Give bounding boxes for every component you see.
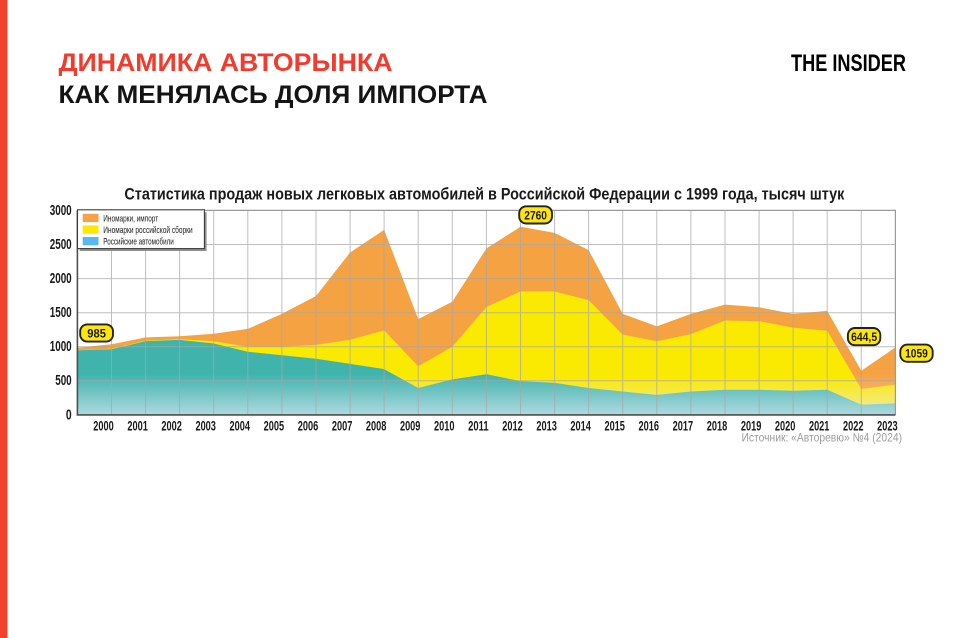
svg-text:Российские автомобили: Российские автомобили [103, 237, 174, 248]
svg-text:2001: 2001 [127, 419, 148, 434]
svg-text:2019: 2019 [741, 419, 762, 434]
svg-text:Статистика продаж новых легков: Статистика продаж новых легковых автомоб… [124, 185, 844, 204]
svg-text:2013: 2013 [536, 419, 557, 434]
svg-text:2017: 2017 [673, 419, 694, 434]
svg-text:2018: 2018 [707, 419, 728, 434]
svg-text:2004: 2004 [230, 419, 251, 434]
svg-text:2022: 2022 [843, 419, 864, 434]
svg-text:КАК МЕНЯЛАСЬ ДОЛЯ ИМПОРТА: КАК МЕНЯЛАСЬ ДОЛЯ ИМПОРТА [59, 81, 488, 109]
svg-text:2007: 2007 [332, 419, 353, 434]
svg-text:985: 985 [87, 326, 106, 340]
svg-text:500: 500 [55, 373, 72, 389]
svg-text:3000: 3000 [50, 203, 72, 219]
svg-text:Источник: «Авторевю» №4 (2024): Источник: «Авторевю» №4 (2024) [742, 431, 903, 445]
svg-text:2016: 2016 [639, 419, 660, 434]
svg-text:0: 0 [66, 407, 72, 423]
svg-text:2010: 2010 [434, 419, 455, 434]
svg-text:2006: 2006 [298, 419, 319, 434]
svg-text:2500: 2500 [50, 237, 72, 253]
svg-text:1000: 1000 [50, 339, 72, 355]
svg-text:2005: 2005 [264, 419, 285, 434]
svg-text:2000: 2000 [93, 419, 114, 434]
svg-text:1500: 1500 [50, 305, 72, 321]
svg-text:Иномарки, импорт: Иномарки, импорт [103, 214, 158, 225]
svg-text:THE INSIDER: THE INSIDER [791, 50, 906, 77]
svg-text:2020: 2020 [775, 419, 796, 434]
svg-text:1059: 1059 [905, 347, 928, 361]
svg-text:2760: 2760 [524, 208, 547, 222]
svg-text:2015: 2015 [604, 419, 625, 434]
svg-text:644,5: 644,5 [851, 330, 877, 344]
svg-text:2011: 2011 [468, 419, 489, 434]
svg-text:ДИНАМИКА АВТОРЫНКА: ДИНАМИКА АВТОРЫНКА [59, 49, 393, 77]
svg-text:Иномарки российской сборки: Иномарки российской сборки [103, 225, 192, 236]
svg-text:2002: 2002 [161, 419, 182, 434]
svg-text:2003: 2003 [195, 419, 216, 434]
svg-text:2014: 2014 [570, 419, 591, 434]
svg-text:2008: 2008 [366, 419, 387, 434]
svg-text:2021: 2021 [809, 419, 830, 434]
svg-text:2000: 2000 [50, 271, 72, 287]
svg-text:2023: 2023 [877, 419, 898, 434]
svg-text:2009: 2009 [400, 419, 421, 434]
svg-text:2012: 2012 [502, 419, 523, 434]
